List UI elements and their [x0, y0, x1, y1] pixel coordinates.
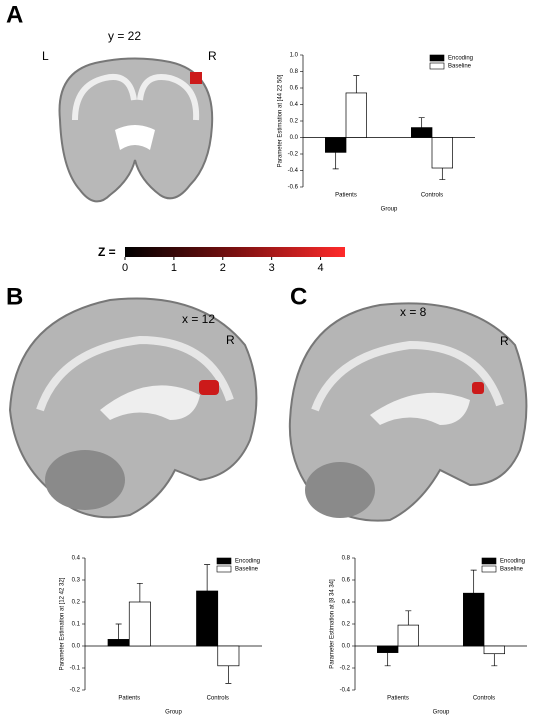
- colorbar-tick-label: 4: [317, 262, 323, 274]
- activation-blob: [199, 380, 219, 395]
- side-label: L: [42, 49, 49, 63]
- y-tick-label: 0.4: [290, 102, 299, 108]
- error-bar: [204, 564, 211, 591]
- error-bar: [136, 582, 143, 602]
- y-tick-label: 0.1: [72, 622, 81, 628]
- panel-label: B: [6, 283, 23, 310]
- colorbar-tick-label: 1: [171, 262, 177, 274]
- error-bar: [353, 75, 360, 93]
- y-tick-label: 0.8: [290, 69, 299, 75]
- slice-label: x = 8: [400, 305, 427, 319]
- y-tick-label: 0.0: [342, 644, 351, 650]
- legend-label: Baseline: [448, 64, 472, 70]
- panel-label: A: [6, 1, 23, 28]
- x-axis-label: Group: [165, 710, 182, 716]
- y-tick-label: -0.1: [70, 666, 81, 672]
- error-bar: [384, 652, 391, 667]
- y-tick-label: 0.4: [72, 556, 81, 562]
- legend-swatch: [429, 62, 445, 70]
- legend-label: Baseline: [500, 567, 524, 573]
- brain-coronal: [58, 57, 214, 203]
- side-label: R: [226, 333, 235, 347]
- bar: [217, 645, 240, 667]
- y-tick-label: -0.4: [340, 688, 351, 694]
- legend-swatch: [481, 565, 497, 573]
- y-tick-label: 0.2: [342, 622, 351, 628]
- bar: [463, 592, 485, 647]
- y-axis-label: Parameter Estimation at [44 22 50]: [278, 74, 284, 167]
- side-label: R: [208, 49, 217, 63]
- y-tick-label: 0.6: [342, 578, 351, 584]
- y-tick-label: 0.6: [290, 86, 299, 92]
- legend-swatch: [429, 54, 445, 62]
- x-tick-label: Controls: [473, 696, 495, 702]
- bar: [411, 127, 433, 138]
- side-label: R: [500, 334, 509, 348]
- bar: [483, 645, 505, 655]
- y-tick-label: 0.8: [342, 556, 351, 562]
- bar: [196, 590, 219, 647]
- y-tick-label: -0.6: [288, 185, 299, 191]
- legend-swatch: [481, 557, 497, 565]
- y-tick-label: 0.2: [290, 119, 299, 125]
- x-axis-label: Group: [433, 710, 450, 716]
- bar: [345, 92, 367, 138]
- y-tick-label: 0.2: [72, 600, 81, 606]
- x-tick-label: Controls: [421, 193, 443, 199]
- x-axis-label: Group: [381, 207, 398, 213]
- slice-label: y = 22: [108, 29, 141, 43]
- y-tick-label: -0.4: [288, 168, 299, 174]
- legend-label: Encoding: [235, 559, 260, 565]
- error-bar: [405, 610, 412, 626]
- legend-swatch: [216, 557, 232, 565]
- y-tick-label: 0.0: [72, 644, 81, 650]
- panel-label: C: [290, 283, 307, 310]
- error-bar: [115, 623, 122, 640]
- y-axis-label: Parameter Estimation at [8 34 34]: [330, 579, 336, 669]
- y-tick-label: 0.0: [290, 135, 299, 141]
- x-tick-label: Controls: [207, 696, 229, 702]
- y-tick-label: -0.2: [340, 666, 351, 672]
- legend-swatch: [216, 565, 232, 573]
- legend-label: Encoding: [500, 559, 525, 565]
- bar: [107, 639, 130, 647]
- error-bar: [225, 665, 232, 684]
- error-bar: [332, 152, 339, 170]
- x-tick-label: Patients: [118, 696, 140, 702]
- bar: [397, 624, 419, 647]
- error-bar: [418, 117, 425, 128]
- colorbar-label: Z =: [98, 245, 116, 259]
- bar: [128, 601, 151, 647]
- x-tick-label: Patients: [387, 696, 409, 702]
- bar: [431, 137, 453, 169]
- brain-sagittal: [8, 297, 258, 519]
- error-bar: [439, 168, 446, 180]
- y-tick-label: -0.2: [288, 152, 299, 158]
- error-bar: [491, 653, 498, 667]
- activation-blob: [472, 382, 484, 394]
- legend-label: Encoding: [448, 56, 473, 62]
- error-bar: [470, 569, 477, 594]
- colorbar-tick-label: 0: [122, 262, 128, 274]
- colorbar-tick-label: 2: [220, 262, 226, 274]
- x-tick-label: Patients: [335, 193, 357, 199]
- legend-label: Baseline: [235, 567, 259, 573]
- brain-sagittal: [288, 302, 528, 522]
- y-axis-label: Parameter Estimation at [12 42 32]: [60, 577, 66, 670]
- y-tick-label: 0.4: [342, 600, 351, 606]
- activation-blob: [190, 72, 202, 84]
- y-tick-label: 0.3: [72, 578, 81, 584]
- y-tick-label: -0.2: [70, 688, 81, 694]
- slice-label: x = 12: [182, 312, 215, 326]
- colorbar-tick-label: 3: [269, 262, 275, 274]
- bar: [325, 137, 347, 153]
- colorbar: [125, 247, 345, 257]
- bar: [377, 645, 399, 653]
- y-tick-label: 1.0: [290, 53, 299, 59]
